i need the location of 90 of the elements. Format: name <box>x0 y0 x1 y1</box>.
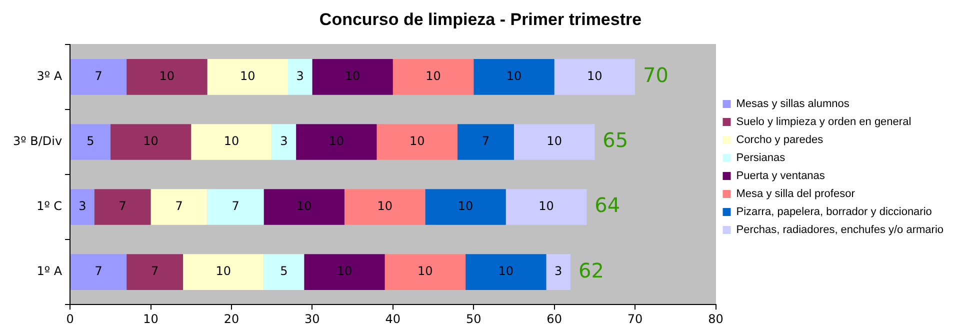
bar <box>70 124 110 160</box>
bar <box>126 59 208 95</box>
x-tick-label: 80 <box>708 312 724 326</box>
y-tick-label: 1º C <box>36 199 62 214</box>
data-label: 10 <box>336 264 352 278</box>
bar <box>70 189 94 225</box>
x-tick-label: 30 <box>304 312 320 326</box>
bar <box>288 59 312 95</box>
data-label: 10 <box>506 69 522 84</box>
data-label: 10 <box>418 264 433 278</box>
bar <box>466 254 546 290</box>
data-label: 10 <box>328 134 344 148</box>
bar <box>312 59 393 95</box>
data-label: 3 <box>554 264 562 278</box>
bar <box>344 189 426 225</box>
bar <box>376 124 458 160</box>
y-tick-label: 1º A <box>36 264 63 278</box>
x-tick-label: 60 <box>546 312 562 326</box>
total-label: 62 <box>578 258 604 282</box>
data-label: 5 <box>280 264 288 278</box>
data-label: 7 <box>175 199 183 214</box>
total-label: 65 <box>602 128 628 152</box>
bar <box>191 124 272 160</box>
bar <box>150 189 208 225</box>
total-label: 70 <box>643 63 668 88</box>
bar <box>296 124 377 160</box>
y-tick-label: 3º A <box>36 69 63 84</box>
data-label: 10 <box>426 69 441 84</box>
data-label: 10 <box>538 199 554 214</box>
bar <box>207 189 264 225</box>
bar <box>506 189 587 225</box>
chart-title: Concurso de limpieza - Primer trimestre <box>319 10 642 29</box>
legend-label: Mesas y sillas alumnos <box>736 98 850 110</box>
data-label: 7 <box>150 264 159 278</box>
legend-label: Puerta y ventanas <box>736 170 826 182</box>
x-tick-label: 0 <box>66 312 74 326</box>
y-tick-label: 3º B/Div <box>12 134 62 148</box>
data-label: 7 <box>482 134 490 148</box>
data-label: 3 <box>280 134 288 148</box>
bar <box>304 254 385 290</box>
bar <box>70 254 127 290</box>
x-tick-label: 20 <box>224 312 240 326</box>
data-label: 10 <box>240 69 256 84</box>
data-label: 10 <box>498 264 514 278</box>
data-label: 10 <box>344 69 360 84</box>
data-label: 10 <box>546 134 562 148</box>
bar <box>272 124 296 160</box>
bar <box>70 59 127 95</box>
bar <box>110 124 192 160</box>
legend-label: Suelo y limpieza y orden en general <box>736 116 912 128</box>
bar <box>457 124 514 160</box>
data-label: 10 <box>224 134 240 148</box>
data-label: 7 <box>232 199 240 214</box>
bar <box>183 254 264 290</box>
legend-label: Pizarra, papelera, borrador y diccionario <box>736 206 932 218</box>
total-label: 64 <box>594 193 620 218</box>
x-tick-label: 70 <box>627 312 643 326</box>
data-label: 7 <box>94 264 102 278</box>
data-label: 10 <box>458 199 474 214</box>
data-label: 10 <box>587 69 602 84</box>
data-label: 10 <box>296 199 312 214</box>
data-label: 10 <box>409 134 425 148</box>
data-label: 5 <box>86 134 94 148</box>
legend-label: Persianas <box>736 152 786 164</box>
bar <box>514 124 595 160</box>
x-tick-label: 10 <box>143 312 158 326</box>
x-tick-label: 50 <box>466 312 482 326</box>
legend-label: Mesa y silla del profesor <box>736 188 856 200</box>
bar <box>546 254 570 290</box>
bar <box>425 189 506 225</box>
bar <box>392 59 474 95</box>
x-tick-label: 40 <box>385 312 401 326</box>
bar <box>264 254 304 290</box>
data-label: 7 <box>94 69 102 84</box>
bar <box>207 59 288 95</box>
bar <box>474 59 554 95</box>
data-label: 3 <box>296 69 304 84</box>
bar <box>94 189 151 225</box>
data-label: 7 <box>118 199 126 214</box>
bar <box>264 189 344 225</box>
legend-label: Corcho y paredes <box>736 134 824 146</box>
legend-label: Perchas, radiadores, enchufes y/o armario <box>736 224 944 236</box>
bar <box>554 59 636 95</box>
bar <box>384 254 466 290</box>
data-label: 10 <box>143 134 158 148</box>
bar <box>126 254 184 290</box>
data-label: 10 <box>377 199 392 214</box>
data-label: 3 <box>78 199 86 214</box>
data-label: 10 <box>159 69 175 84</box>
data-label: 10 <box>216 264 232 278</box>
